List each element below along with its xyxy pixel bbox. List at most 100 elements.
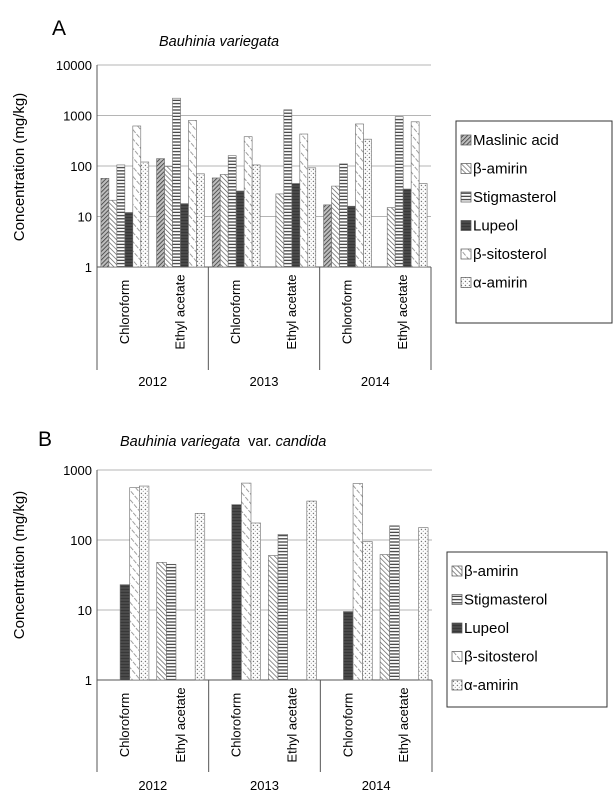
panel-a-bar-amirin [219, 174, 229, 268]
panel-b-y-tick-label: 1000 [63, 463, 92, 478]
panel-a-bar-amirin [307, 167, 317, 268]
panel-a-legend-swatch [460, 134, 472, 146]
panel-a-legend-swatch [460, 277, 472, 288]
chart-a: 1 10 100 1000 10000 Chloroform Ethyl acetate Ch… [56, 58, 613, 389]
panel-b-legend-label: α-amirin [464, 677, 519, 694]
panel-a-legend [455, 120, 613, 324]
panel-b-x-category-label: Ethyl acetate [284, 687, 299, 762]
panel-b-year-label: 2013 [250, 778, 279, 793]
panel-b-bar-stigmasterol [389, 525, 400, 681]
panel-a-bar-amirin [140, 161, 150, 268]
panel-a-x-category-label: Ethyl acetate [395, 274, 410, 349]
panel-b-bar-amirin [194, 513, 206, 681]
panel-b-y-tick-label: 1 [85, 673, 92, 688]
panel-a-bar-sitosterol [299, 133, 309, 268]
panel-a-bar-amirin [386, 207, 396, 268]
panel-b-title: Bauhinia variegata var. candida [120, 434, 326, 450]
panel-a-bar-amirin [418, 183, 428, 268]
panel-a-x-category-label: Ethyl acetate [173, 274, 188, 349]
panel-b-legend [446, 551, 608, 708]
panel-b-bar-lupeol [343, 611, 354, 681]
panel-a-bar-sitosterol [132, 125, 142, 268]
panel-b-bar-sitosterol [352, 483, 363, 681]
panel-b-y-tick-label: 100 [70, 533, 92, 548]
panel-b-bar-amirin [139, 485, 150, 681]
panel-a-legend-swatch [460, 191, 472, 203]
panel-a-bar-stigmasterol [116, 164, 126, 268]
panel-a-x-category-label: Ethyl acetate [284, 274, 299, 349]
panel-a-bar-sitosterol [188, 120, 197, 268]
panel-a-bar-stigmasterol [339, 163, 348, 268]
panel-b-legend-label: Stigmasterol [464, 592, 547, 609]
panel-a-bar-lupeol [180, 203, 189, 268]
panel-a-bar-amirin [196, 173, 205, 268]
panel-b-legend-label: Lupeol [464, 620, 509, 637]
panel-a-bar-lupeol [235, 190, 245, 268]
panel-a-bar-amirin [164, 166, 173, 268]
panel-a-y-tick-label: 10000 [56, 58, 92, 73]
panel-b-legend-swatch [451, 565, 463, 577]
panel-a-year-label: 2014 [361, 374, 390, 389]
panel-a-bar-amirin [251, 164, 261, 268]
panel-b-title-species: Bauhinia variegata [120, 434, 240, 450]
panel-a-bar-maslinicacid [323, 204, 332, 268]
panel-a-bar-amirin [108, 199, 118, 268]
panel-a-bar-amirin [331, 185, 340, 268]
panel-b-x-category-label: Ethyl acetate [396, 687, 411, 762]
panel-a-letter: A [52, 17, 66, 40]
panel-b-y-axis-label: Concentration (mg/kg) [11, 491, 28, 639]
panel-a-x-category-label: Chloroform [228, 280, 243, 344]
panel-b-bar-amirin [418, 527, 429, 681]
chart-b: 1 10 100 1000 Chloroform Ethyl acetate Chlorof… [63, 463, 608, 793]
panel-a-bar-lupeol [124, 212, 134, 268]
panel-b-year-label: 2014 [362, 778, 391, 793]
panel-b-title-variety: candida [276, 434, 327, 450]
panel-a-legend-label: Maslinic acid [473, 132, 559, 149]
panel-b-title-var: var. [248, 434, 271, 450]
panel-b-bar-lupeol [119, 584, 131, 681]
panel-b-bar-amirin [250, 522, 261, 681]
panel-a-x-category-label: Chloroform [117, 280, 132, 344]
panel-a-y-tick-label: 1000 [63, 109, 92, 124]
panel-a-legend-swatch [460, 220, 472, 231]
panel-a-year-label: 2012 [138, 374, 167, 389]
panel-b-year-label: 2012 [138, 778, 167, 793]
panel-a-legend-label: β-sitosterol [473, 246, 547, 263]
panel-b-y-tick-label: 10 [78, 603, 92, 618]
panel-a-bar-lupeol [347, 205, 356, 268]
panel-a-year-label: 2013 [250, 374, 279, 389]
panel-b-x-category-label: Ethyl acetate [173, 687, 188, 762]
panel-b-bar-amirin [306, 500, 317, 681]
panel-b-bar-amirin [362, 541, 373, 681]
panel-a-bar-sitosterol [243, 136, 253, 268]
panel-a-y-tick-label: 10 [78, 210, 92, 225]
panel-b-x-category-label: Chloroform [117, 693, 132, 757]
panel-a-y-tick-label: 1 [85, 260, 92, 275]
panel-a-bar-stigmasterol [283, 109, 293, 268]
panel-b-bar-amirin [268, 555, 279, 681]
panel-b-x-category-label: Chloroform [229, 693, 244, 757]
panel-b-bar-sitosterol [241, 482, 252, 681]
panel-b-legend-label: β-amirin [464, 563, 518, 580]
panel-a-legend-label: α-amirin [473, 275, 528, 292]
panel-a-bar-stigmasterol [227, 155, 237, 268]
panel-a-legend-label: Lupeol [473, 218, 518, 235]
panel-b-bar-sitosterol [129, 487, 140, 681]
panel-a-bar-lupeol [291, 183, 301, 268]
panel-b-bar-amirin [156, 562, 167, 681]
panel-a-y-tick-label: 100 [70, 159, 92, 174]
panel-b-letter: B [38, 428, 52, 451]
panel-a-bar-stigmasterol [172, 97, 181, 268]
panel-b-legend-swatch [451, 651, 463, 662]
panel-a-title: Bauhinia variegata [159, 34, 279, 50]
panel-a-legend-swatch [460, 163, 472, 174]
panel-b-legend-label: β-sitosterol [464, 649, 538, 666]
panel-a-bar-maslinicacid [211, 177, 221, 268]
panel-a-legend-label: β-amirin [473, 161, 527, 178]
panel-b-legend-swatch [451, 594, 463, 605]
panel-a-y-axis-label: Concentration (mg/kg) [11, 93, 28, 241]
panel-a-bar-amirin [363, 138, 372, 268]
panel-b-bar-stigmasterol [277, 534, 288, 681]
panel-a-legend-swatch [460, 248, 472, 260]
